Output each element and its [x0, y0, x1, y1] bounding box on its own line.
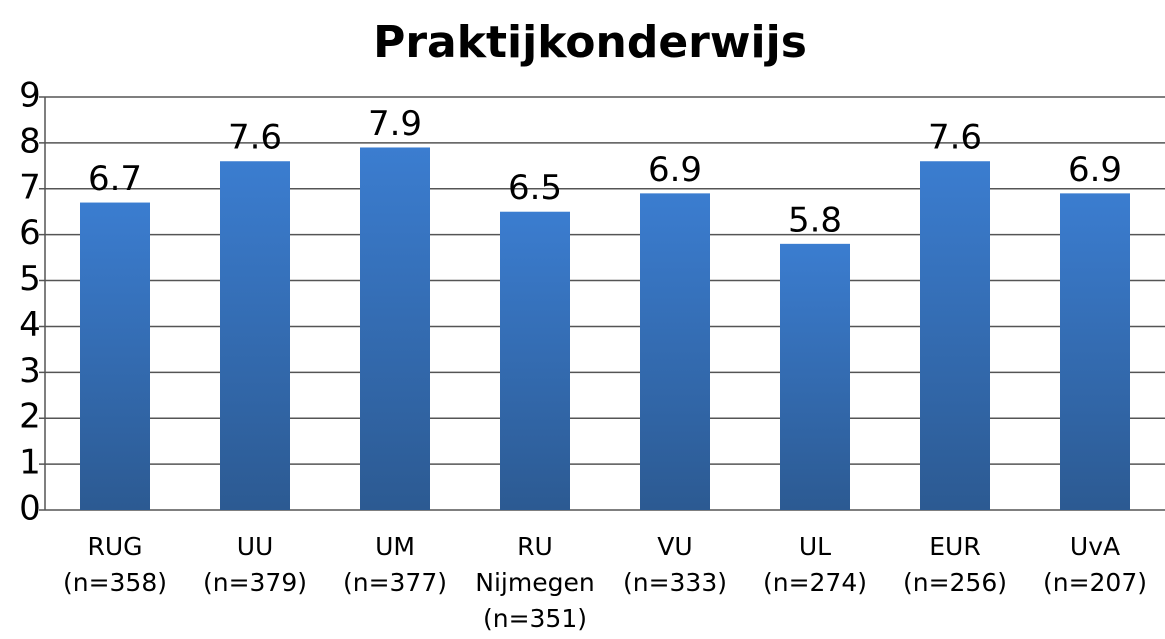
x-tick-label: (n=333) — [623, 568, 727, 597]
x-tick-label: EUR — [929, 532, 980, 561]
x-tick-label: (n=256) — [903, 568, 1007, 597]
x-tick-label: (n=274) — [763, 568, 867, 597]
y-tick-label: 5 — [19, 259, 41, 299]
data-label: 6.9 — [648, 150, 702, 190]
y-tick-label: 3 — [19, 351, 41, 391]
y-tick-label: 4 — [19, 305, 41, 345]
data-label: 7.6 — [228, 118, 282, 158]
y-tick-label: 2 — [19, 397, 41, 437]
data-label: 5.8 — [788, 200, 842, 240]
data-label: 6.7 — [88, 159, 142, 199]
y-tick-label: 8 — [19, 121, 41, 161]
x-tick-label: RUG — [87, 532, 142, 561]
chart-title: Praktijkonderwijs — [373, 17, 807, 68]
x-tick-label: UU — [237, 532, 274, 561]
x-tick-label: UM — [375, 532, 415, 561]
x-tick-label: VU — [657, 532, 692, 561]
x-tick-label: (n=351) — [483, 604, 587, 633]
x-tick-label: UL — [799, 532, 831, 561]
data-label: 7.9 — [368, 104, 422, 144]
x-tick-label: (n=379) — [203, 568, 307, 597]
bar — [640, 193, 710, 510]
bar — [780, 243, 850, 510]
y-tick-label: 0 — [19, 489, 41, 529]
y-tick-label: 9 — [19, 76, 41, 116]
bar — [220, 161, 290, 510]
y-tick-label: 7 — [19, 167, 41, 207]
x-tick-label: RU — [517, 532, 553, 561]
x-tick-label: (n=207) — [1043, 568, 1147, 597]
bar — [1060, 193, 1130, 510]
data-label: 6.9 — [1068, 150, 1122, 190]
bar — [360, 147, 430, 510]
x-tick-label: UvA — [1070, 532, 1120, 561]
y-tick-label: 1 — [19, 443, 41, 483]
x-tick-label: (n=358) — [63, 568, 167, 597]
data-label: 7.6 — [928, 118, 982, 158]
y-tick-label: 6 — [19, 213, 41, 253]
data-label: 6.5 — [508, 168, 562, 208]
x-tick-label: (n=377) — [343, 568, 447, 597]
x-tick-label: Nijmegen — [475, 568, 594, 597]
bar — [920, 161, 990, 510]
bar — [80, 202, 150, 511]
bar — [500, 211, 570, 510]
